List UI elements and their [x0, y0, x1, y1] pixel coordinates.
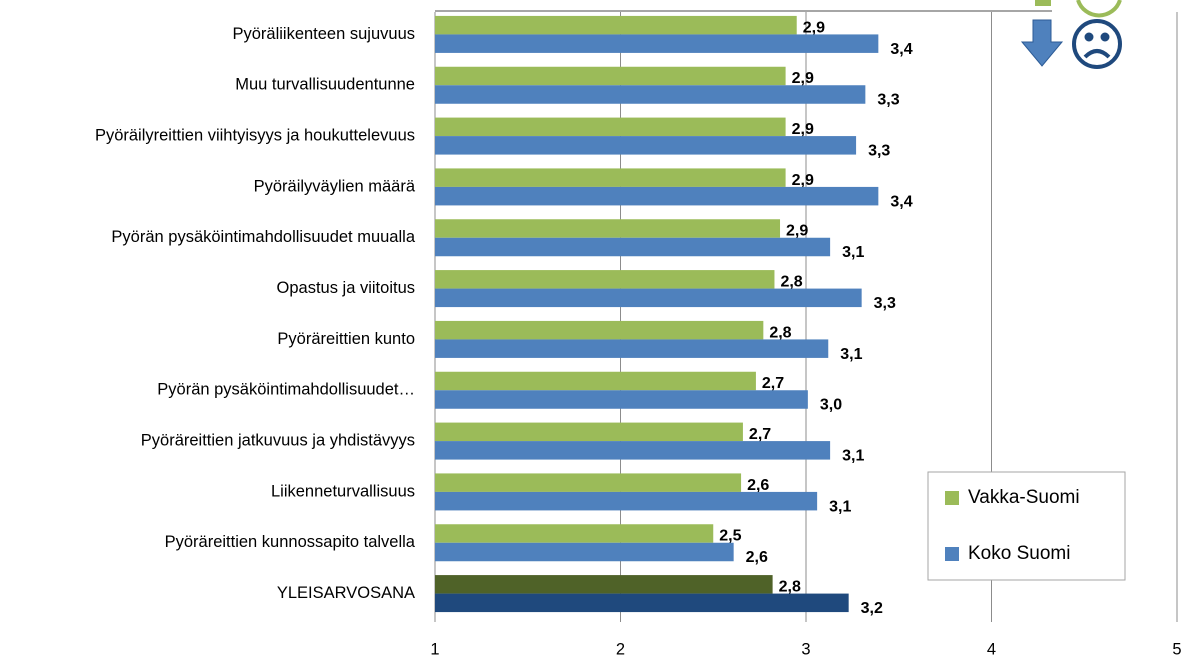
value-label: 3,1	[829, 498, 851, 515]
value-label: 2,6	[746, 549, 768, 566]
value-label: 3,1	[842, 244, 864, 261]
value-label: 3,3	[868, 143, 890, 160]
value-label: 2,7	[749, 426, 771, 443]
y-tick-label: Pyörän pysäköintimahdollisuudet muualla	[111, 228, 415, 246]
legend-label: Koko Suomi	[968, 543, 1070, 564]
bar	[435, 219, 781, 238]
value-label: 3,4	[890, 41, 912, 58]
bar	[435, 288, 862, 308]
value-label: 2,9	[803, 19, 825, 36]
bar	[435, 270, 775, 289]
value-label: 2,8	[769, 324, 791, 341]
value-label: 2,9	[786, 223, 808, 240]
y-tick-label: Pyöräreittien kunnossapito talvella	[165, 533, 416, 551]
y-tick-label: Liikenneturvallisuus	[271, 482, 415, 500]
x-tick-label: 3	[801, 640, 810, 658]
y-tick-label: Pyöräreittien kunto	[277, 330, 415, 348]
y-tick-label: Pyöräilyväylien määrä	[254, 177, 416, 195]
value-label: 2,5	[719, 528, 741, 545]
value-label: 2,9	[792, 70, 814, 87]
bar	[435, 524, 714, 543]
bar	[435, 136, 857, 155]
y-tick-label: Pyöräilyreittien viihtyisyys ja houkutte…	[95, 126, 415, 144]
bar	[435, 320, 764, 340]
bar	[435, 390, 808, 409]
bar	[435, 117, 786, 137]
value-label: 3,0	[820, 397, 842, 414]
value-label: 3,3	[874, 295, 896, 312]
bar	[435, 491, 818, 511]
legend-swatch	[945, 547, 959, 561]
legend-swatch	[945, 491, 959, 505]
value-label: 2,9	[792, 121, 814, 138]
bar	[435, 186, 879, 206]
value-label: 2,9	[792, 172, 814, 189]
down-arrow	[1020, 19, 1064, 67]
bar	[435, 422, 743, 442]
x-tick-label: 1	[430, 640, 439, 658]
sad-face	[1072, 19, 1122, 69]
value-label: 3,1	[840, 346, 862, 363]
y-tick-label: Opastus ja viitoitus	[277, 279, 415, 297]
value-label: 3,1	[842, 448, 864, 465]
y-tick-label: Pyöräliikenteen sujuvuus	[232, 25, 415, 43]
value-label: 2,8	[780, 274, 802, 291]
happy-face-fragment	[1076, 0, 1122, 18]
bar	[435, 237, 831, 257]
bar	[435, 542, 734, 562]
up-arrow-fragment	[1035, 0, 1051, 6]
x-tick-label: 5	[1172, 640, 1181, 658]
y-tick-label: Pyörän pysäköintimahdollisuudet…	[157, 381, 415, 399]
value-label: 3,4	[890, 193, 912, 210]
bar	[435, 168, 786, 187]
bar	[435, 441, 831, 460]
y-tick-label: YLEISARVOSANA	[277, 584, 415, 602]
legend-label: Vakka-Suomi	[968, 487, 1080, 508]
value-label: 3,2	[861, 600, 883, 617]
value-label: 2,8	[779, 579, 801, 596]
legend-box	[927, 471, 1126, 581]
value-label: 2,6	[747, 477, 769, 494]
bar	[435, 85, 866, 104]
bar	[435, 66, 786, 86]
bar	[435, 575, 773, 594]
y-tick-label: Pyöräreittien jatkuvuus ja yhdistävyys	[141, 431, 415, 449]
value-label: 3,3	[877, 92, 899, 109]
bar	[435, 473, 742, 492]
x-tick-label: 4	[987, 640, 996, 658]
bar	[435, 339, 829, 358]
y-tick-label: Muu turvallisuudentunne	[235, 76, 415, 94]
bar	[435, 593, 849, 613]
x-tick-label: 2	[616, 640, 625, 658]
bar	[435, 371, 756, 391]
bar	[435, 34, 879, 53]
bar	[435, 15, 797, 35]
value-label: 2,7	[762, 375, 784, 392]
